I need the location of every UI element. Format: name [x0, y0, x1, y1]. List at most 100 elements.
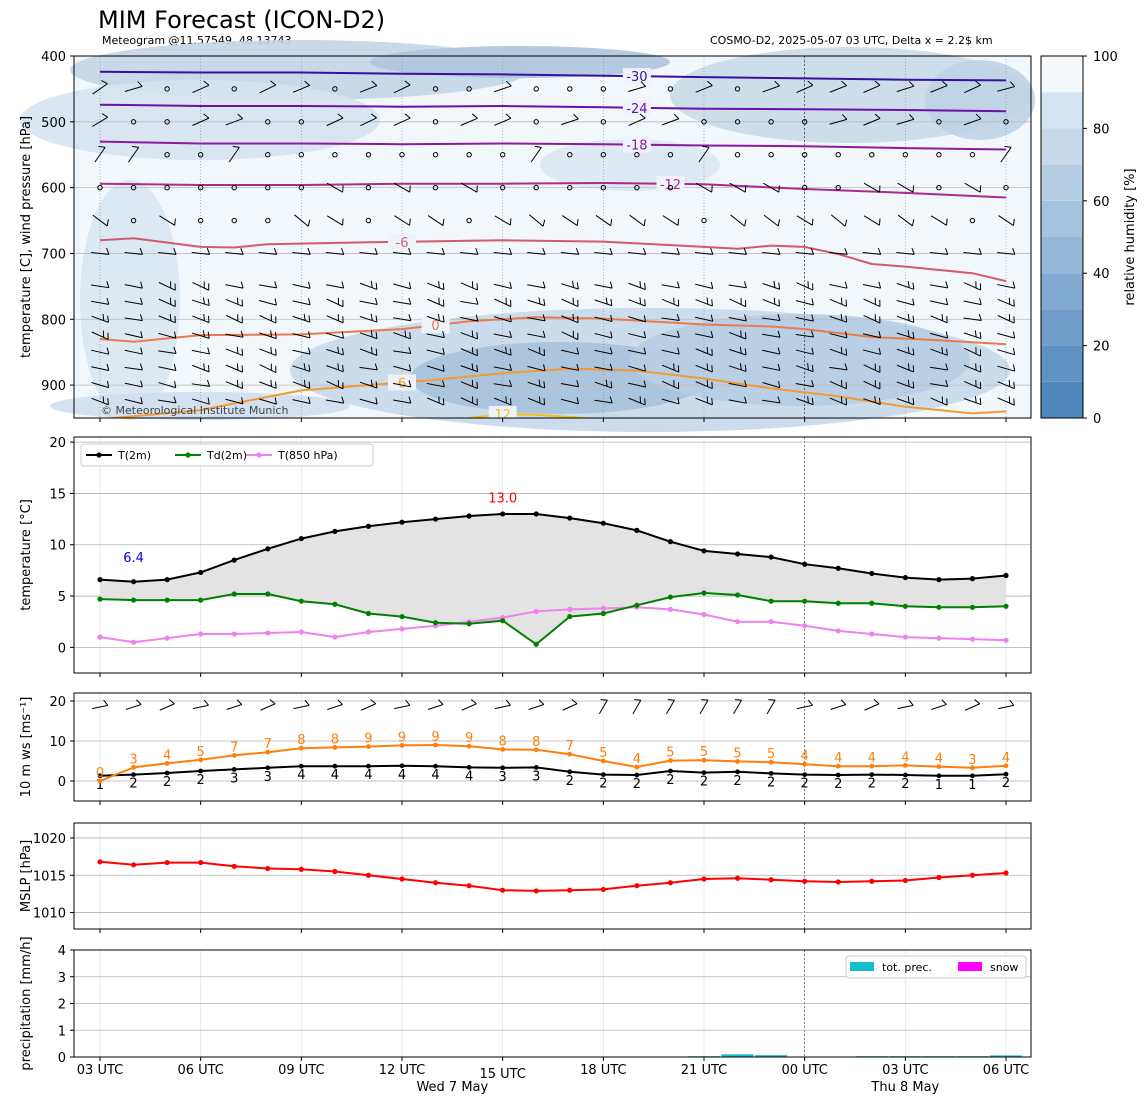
- wind-barb: [192, 281, 210, 291]
- wind-barb: [259, 314, 277, 324]
- wind-barb-calm: [734, 152, 741, 158]
- y-tick-label: 1: [58, 1024, 66, 1039]
- data-point: [231, 631, 237, 637]
- wind-barb: [728, 346, 747, 356]
- data-point: [298, 745, 304, 751]
- data-point: [835, 565, 841, 571]
- wind-barb: [929, 281, 949, 289]
- data-label: 4: [868, 751, 876, 766]
- wind-barb: [595, 215, 613, 227]
- colorbar-step: [1041, 345, 1083, 382]
- x-tick-label: 06 UTC: [983, 1063, 1029, 1078]
- wind-barb: [561, 297, 579, 307]
- wind-frame: [73, 692, 1032, 802]
- surface-wind-barbs: [92, 699, 1015, 715]
- wind-barb: [963, 113, 982, 126]
- wind-barb: [426, 313, 445, 323]
- data-point: [164, 597, 170, 603]
- data-point: [500, 511, 506, 517]
- wind-barb: [997, 281, 1016, 289]
- wind-barb: [795, 247, 815, 255]
- wind-barb: [930, 396, 948, 406]
- data-point: [902, 763, 908, 768]
- wind-barb: [829, 396, 848, 406]
- data-point: [533, 608, 539, 615]
- wind-barb: [863, 80, 881, 93]
- wind-barb: [963, 314, 982, 322]
- wind-barb-calm: [231, 217, 237, 224]
- wind-barb: [695, 330, 714, 339]
- data-point: [600, 605, 606, 611]
- data-point: [399, 626, 405, 632]
- wind-barb: [91, 297, 110, 305]
- wind-barb: [325, 247, 345, 255]
- wind-barb: [92, 80, 108, 95]
- wind-barb-calm: [231, 184, 237, 191]
- wind-barb-calm: [701, 119, 707, 125]
- data-point: [835, 772, 841, 778]
- colorbar-step: [1041, 128, 1083, 165]
- wind-barb-calm: [466, 86, 472, 92]
- data-point: [869, 570, 875, 577]
- data-point: [533, 511, 539, 517]
- wind-barb: [460, 379, 478, 389]
- wind-barb: [897, 699, 914, 710]
- wind-barb: [627, 347, 647, 355]
- wind-barb: [460, 396, 478, 406]
- wind-barb: [91, 347, 110, 355]
- wind-barb: [393, 297, 412, 305]
- wind-barb: [494, 297, 512, 307]
- data-label: 4: [331, 768, 339, 783]
- wind-barb: [392, 247, 412, 255]
- data-point: [802, 772, 808, 777]
- wind-barb-calm: [432, 86, 439, 92]
- wind-barb: [896, 313, 915, 323]
- y-tick-label: 1015: [33, 869, 66, 884]
- wind-barb: [124, 397, 143, 405]
- colorbar-step: [1041, 92, 1083, 129]
- data-label: 1: [96, 778, 104, 793]
- data-point: [365, 610, 372, 617]
- wind-barb: [830, 699, 847, 710]
- wind-barb-calm: [567, 184, 573, 191]
- wind-barb: [628, 396, 646, 406]
- colorbar: 0 20 40 60 80 100 relative humidity [%]: [1040, 50, 1138, 427]
- data-label: 8: [331, 732, 339, 747]
- colorbar-tick-label: 20: [1093, 340, 1110, 355]
- wind-barb: [359, 313, 378, 323]
- data-point: [970, 773, 975, 779]
- wind-barb: [963, 247, 982, 255]
- wind-barb-calm: [499, 184, 506, 191]
- wind-barb-calm: [197, 217, 204, 224]
- wind-barb: [460, 281, 478, 291]
- wind-barb: [762, 396, 781, 404]
- data-point: [701, 757, 707, 763]
- data-point: [399, 519, 405, 525]
- wind-barb-calm: [399, 152, 405, 158]
- wind-barb: [124, 347, 143, 355]
- colorbar-step: [1041, 381, 1083, 418]
- day-label: Thu 8 May: [870, 1080, 939, 1095]
- data-point: [366, 763, 371, 769]
- wind-barb: [695, 346, 713, 357]
- wind-barb: [393, 380, 412, 388]
- wind-barb: [661, 314, 680, 322]
- isotherm-label: -6: [396, 236, 409, 251]
- data-point: [231, 591, 237, 597]
- wind-barb: [225, 113, 243, 126]
- data-point: [399, 613, 405, 620]
- data-point: [768, 771, 774, 776]
- data-point: [298, 535, 304, 542]
- wind-barb-calm: [701, 217, 707, 224]
- data-label: 5: [767, 747, 775, 762]
- y-tick-label: 400: [41, 50, 66, 65]
- data-point: [231, 753, 237, 758]
- wind-barb: [998, 699, 1015, 710]
- wind-barb: [964, 182, 982, 193]
- wind-barb: [292, 247, 311, 255]
- wind-barb: [94, 145, 106, 163]
- wind-barb-calm: [164, 119, 170, 125]
- wind-barb: [124, 281, 143, 289]
- wind-barb: [426, 330, 445, 339]
- data-point: [298, 866, 304, 872]
